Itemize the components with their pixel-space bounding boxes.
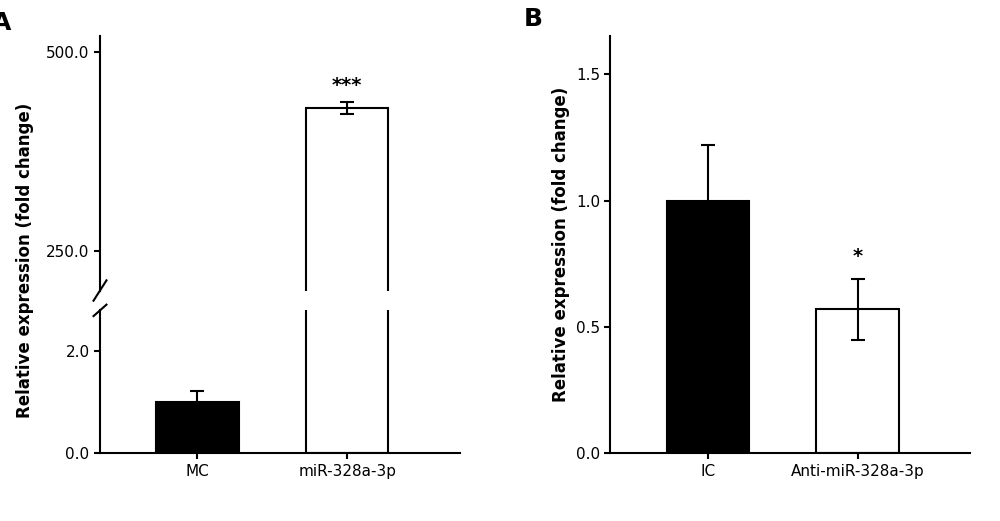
Bar (306, 108, 388, 449)
Bar (816, 309, 899, 453)
Text: *: * (853, 247, 863, 266)
Y-axis label: Relative expression (fold change): Relative expression (fold change) (552, 87, 570, 403)
Bar (306, 0, 388, 453)
Text: ***: *** (332, 76, 362, 95)
Bar (156, 402, 239, 453)
Text: A: A (0, 11, 12, 35)
Text: B: B (524, 7, 543, 31)
Text: Relative expression (fold change): Relative expression (fold change) (16, 103, 34, 418)
Bar (667, 201, 749, 453)
